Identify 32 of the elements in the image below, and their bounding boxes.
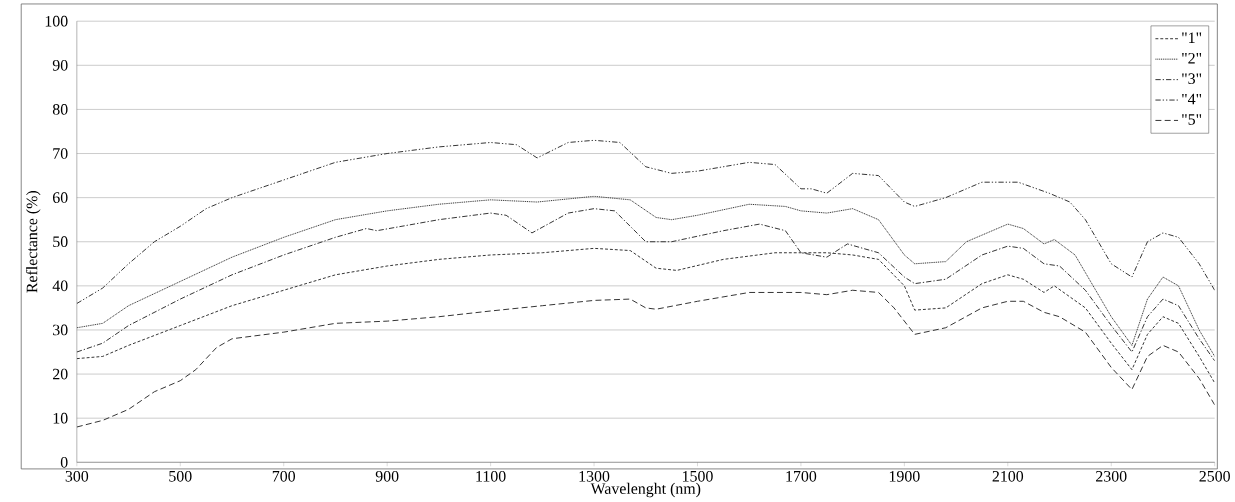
- x-tick-label: 1500: [682, 471, 713, 482]
- y-tick-label: 100: [45, 15, 68, 27]
- y-tick-label: 40: [52, 280, 68, 292]
- x-tick-label: 2100: [992, 471, 1024, 482]
- y-tick-label: 60: [52, 192, 68, 204]
- y-tick-label: 50: [53, 236, 68, 248]
- x-tick-label: 900: [375, 471, 399, 482]
- y-tick-label: 30: [53, 324, 68, 336]
- x-tick-label: 1900: [889, 471, 920, 482]
- legend-label: "3": [1182, 73, 1202, 85]
- y-tick-label: 0: [60, 457, 68, 468]
- x-tick-label: 1300: [579, 471, 610, 482]
- y-tick-label: 80: [52, 104, 68, 115]
- y-tick-label: 90: [52, 60, 68, 71]
- x-tick-label: 1700: [786, 471, 817, 482]
- x-tick-label: 700: [272, 471, 296, 482]
- legend-label: "4": [1182, 93, 1202, 105]
- x-tick-label: 1100: [476, 471, 506, 482]
- legend-label: "1": [1182, 32, 1202, 44]
- legend-label: "2": [1182, 53, 1202, 64]
- y-tick-label: 10: [53, 412, 68, 424]
- line-series: [76, 139, 1215, 305]
- legend-label: "5": [1182, 114, 1202, 125]
- x-tick-label: 500: [169, 471, 192, 482]
- y-axis-title: Reflectance (%): [25, 191, 41, 293]
- y-tick-label: 70: [53, 148, 68, 160]
- x-tick-label: 300: [65, 471, 89, 482]
- y-tick-label: 20: [53, 368, 68, 380]
- x-tick-label: 2300: [1096, 471, 1127, 482]
- x-tick-label: 2500: [1199, 471, 1230, 482]
- line-series: [76, 289, 1215, 428]
- x-axis-title: Wavelenght (nm): [590, 482, 701, 498]
